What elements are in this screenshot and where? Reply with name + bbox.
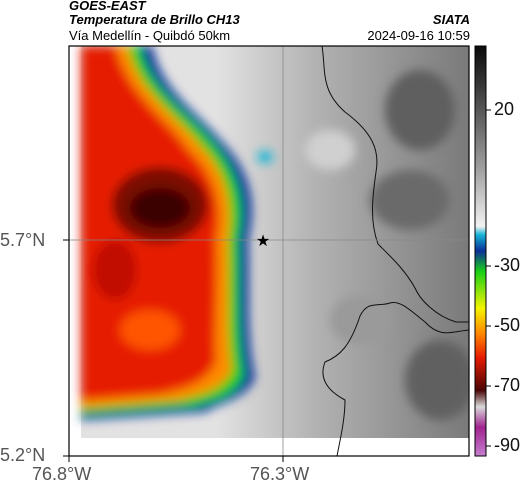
map-frame (68, 45, 470, 457)
lat-tick-label: 5.7°N (0, 230, 46, 250)
satellite-title: GOES-EAST (69, 0, 146, 13)
lon-tick-label: 76.3°W (250, 464, 310, 484)
lat-tick-label: 5.2°N (0, 445, 46, 465)
organization-label: SIATA (432, 12, 470, 27)
colorbar-tick-label: -70 (494, 375, 521, 395)
colorbar-tick-label: 20 (494, 99, 515, 119)
lon-tick-label: 76.8°W (32, 464, 92, 484)
location-marker: ★ (256, 231, 270, 250)
timestamp-label: 2024-09-16 10:59 (367, 28, 470, 43)
colorbar-tick-label: -30 (494, 255, 521, 275)
imagery-layer (69, 46, 469, 456)
region-subtitle: Vía Medellín - Quibdó 50km (69, 28, 231, 43)
product-title: Temperatura de Brillo CH13 (69, 12, 240, 27)
colorbar-tick-label: -50 (494, 315, 521, 335)
colorbar (474, 45, 487, 457)
colorbar-tick-label: -90 (494, 435, 521, 455)
